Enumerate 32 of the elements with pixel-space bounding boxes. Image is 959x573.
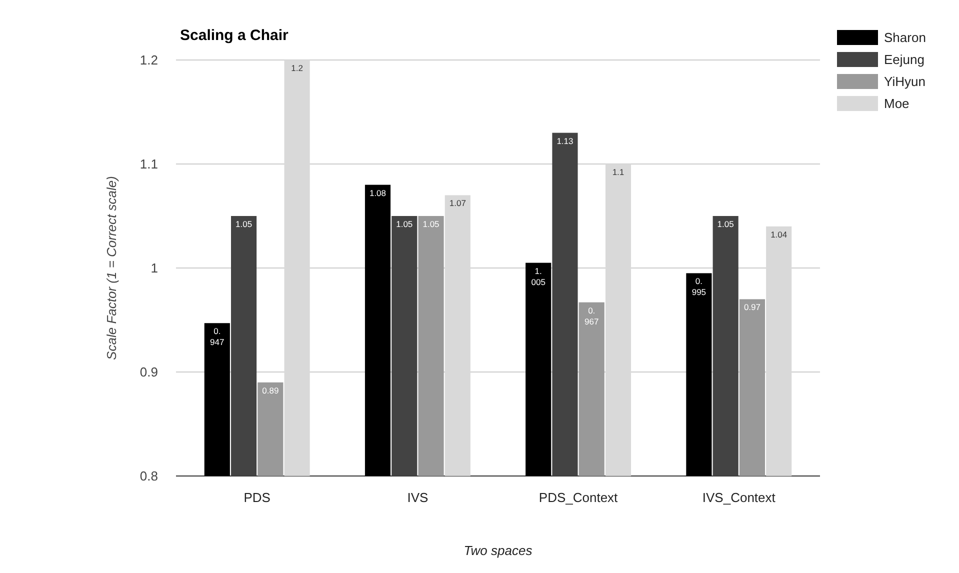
data-label: 1.2 [291, 63, 304, 73]
data-label: 0. 967 [584, 305, 599, 326]
data-label: 1.05 [717, 219, 734, 229]
data-label: 1.04 [770, 229, 788, 240]
legend-label: Eejung [884, 52, 924, 67]
data-label: 1.1 [612, 167, 624, 177]
y-tick-label: 1 [150, 260, 158, 276]
chart-title: Scaling a Chair [180, 27, 289, 44]
x-tick-label: PDS_Context [538, 490, 618, 505]
y-tick-label: 1.1 [140, 156, 158, 172]
x-tick-label: IVS [407, 490, 428, 505]
data-label: 1.13 [556, 136, 574, 146]
legend-label: Moe [884, 96, 910, 111]
y-axis-title: Scale Factor (1 = Correct scale) [104, 176, 119, 360]
data-label: 1. 005 [531, 266, 546, 287]
data-label: 1.05 [396, 219, 413, 229]
x-tick-label: IVS_Context [702, 490, 776, 505]
legend-label: YiHyun [884, 74, 926, 89]
y-tick-label: 1.2 [140, 52, 158, 68]
y-tick-label: 0.8 [140, 468, 158, 484]
x-tick-label: PDS [244, 490, 271, 505]
data-label: 1.05 [236, 219, 252, 229]
data-label: 1.07 [449, 198, 466, 208]
legend-label: Sharon [884, 30, 926, 45]
data-label: 0.97 [744, 302, 761, 312]
data-label: 1.08 [369, 188, 386, 198]
data-label: 0. 947 [210, 326, 225, 348]
data-label: 1.05 [422, 219, 440, 229]
y-tick-label: 0.9 [140, 364, 158, 380]
data-label: 0.89 [262, 385, 279, 396]
data-label: 0. 995 [692, 276, 706, 298]
x-axis-title: Two spaces [464, 543, 533, 558]
